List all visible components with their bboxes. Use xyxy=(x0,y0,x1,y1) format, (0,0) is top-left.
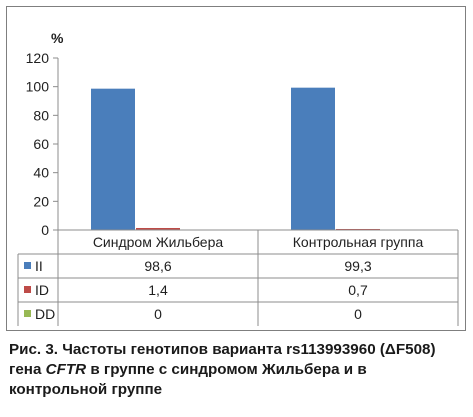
chart-panel: % 0 20 40 60 80 100 120 Синдром Жильбера Контроль… xyxy=(6,6,466,331)
y-tick-label: 80 xyxy=(33,107,49,123)
y-tick-label: 0 xyxy=(41,222,49,238)
data-label: 0 xyxy=(354,306,362,322)
legend-label: ID xyxy=(35,282,49,298)
figure-caption: Рис. 3. Частоты генотипов варианта rs113… xyxy=(9,340,464,400)
y-tick-label: 120 xyxy=(26,50,50,66)
caption-suffix: в группе с синдромом Жильбера и в контро… xyxy=(9,361,367,398)
y-tick-label: 20 xyxy=(33,193,49,209)
legend-key-dd xyxy=(24,310,31,317)
y-unit-label: % xyxy=(51,30,64,46)
bar-id xyxy=(336,228,380,230)
bar-ii xyxy=(91,88,135,230)
legend-key-id xyxy=(24,286,31,293)
legend-key-ii xyxy=(24,262,31,269)
category-label: Контрольная группа xyxy=(293,234,424,250)
legend-label: DD xyxy=(35,306,55,322)
data-label: 99,3 xyxy=(344,258,371,274)
data-label: 0 xyxy=(154,306,162,322)
y-tick-label: 40 xyxy=(33,165,49,181)
caption-prefix: Рис. 3. Частоты генотипов варианта rs113… xyxy=(9,341,436,378)
y-tick-label: 60 xyxy=(33,136,49,152)
data-label: 0,7 xyxy=(348,282,368,298)
data-label: 98,6 xyxy=(144,258,171,274)
bar-id xyxy=(136,227,180,230)
caption-gene: CFTR xyxy=(45,361,87,378)
y-tick-label: 100 xyxy=(26,79,50,95)
data-label: 1,4 xyxy=(148,282,168,298)
bar-chart: % 0 20 40 60 80 100 120 Синдром Жильбера Контроль… xyxy=(17,30,459,326)
bar-ii xyxy=(291,87,335,230)
legend-label: II xyxy=(35,258,43,274)
category-label: Синдром Жильбера xyxy=(93,234,224,250)
